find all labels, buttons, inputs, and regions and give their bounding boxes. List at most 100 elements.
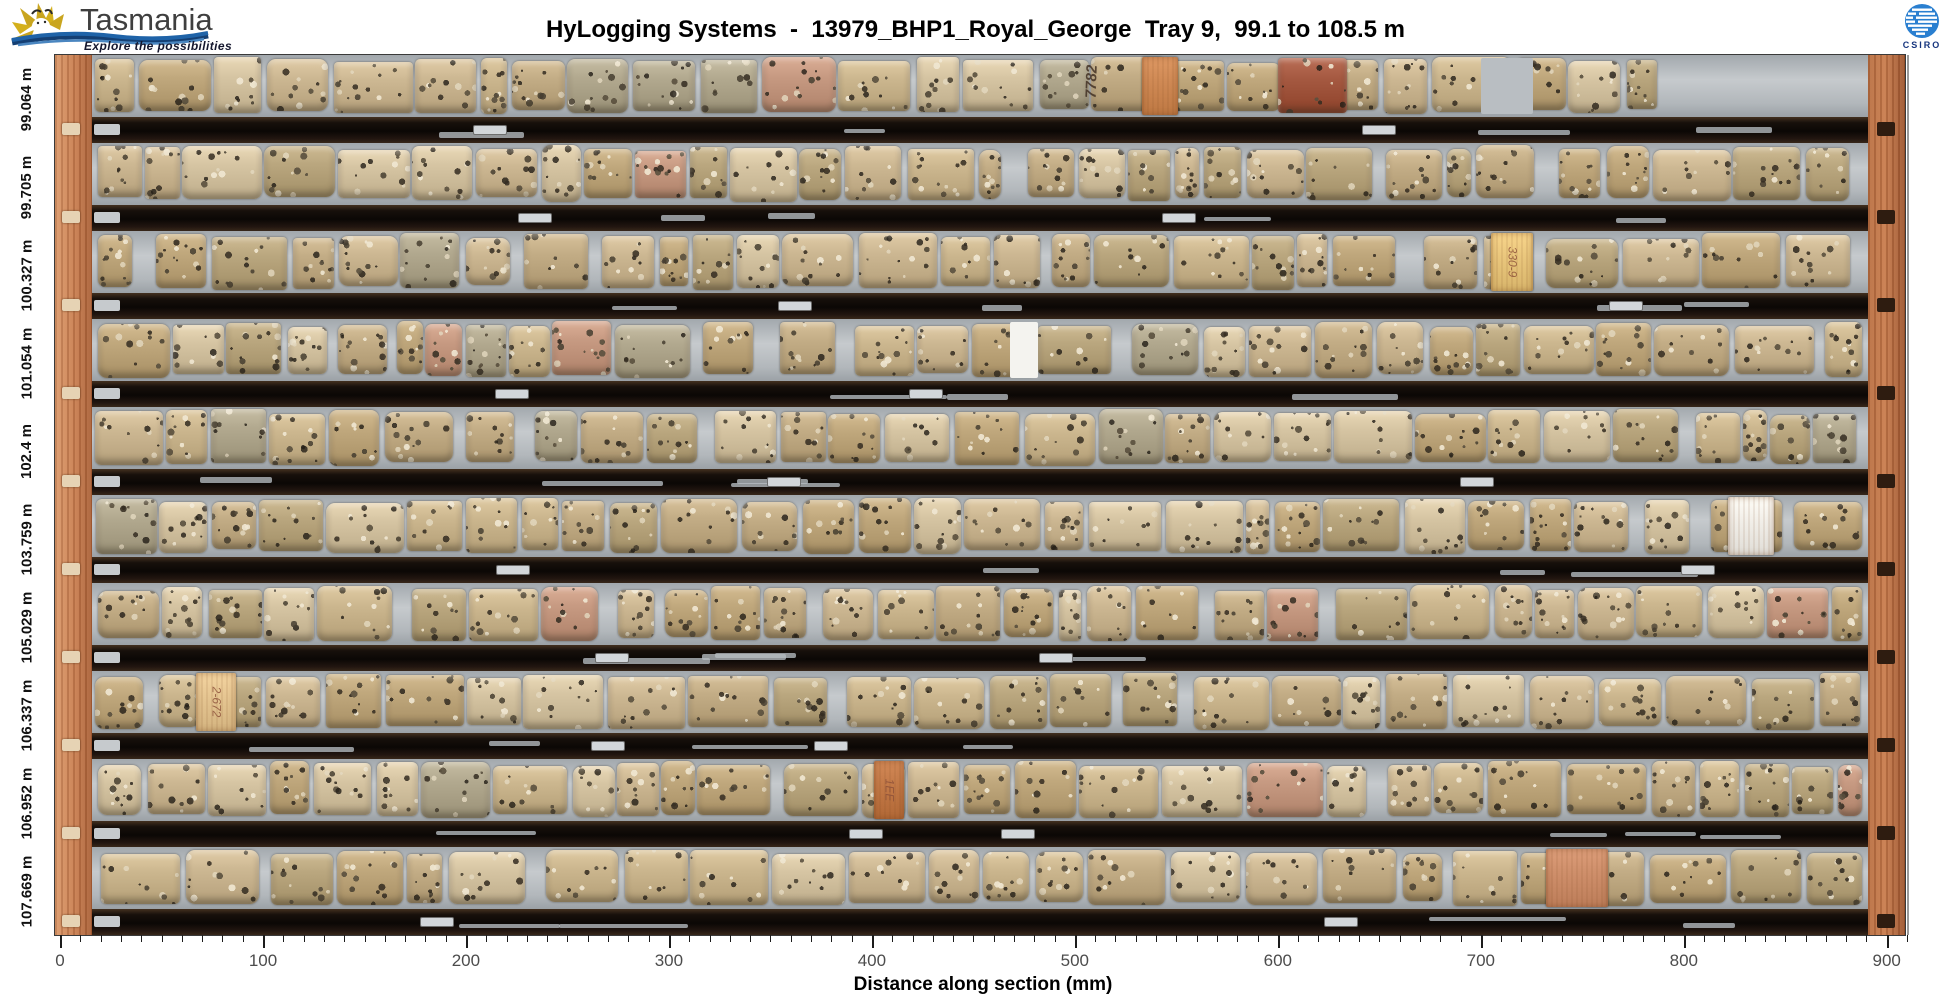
axis-tick [1785, 935, 1787, 942]
row-divider [92, 821, 1868, 847]
core-piece [268, 413, 325, 465]
core-piece [1623, 238, 1699, 288]
divider-highlight [612, 306, 677, 310]
core-piece [661, 498, 738, 553]
wood-notch-left [62, 123, 80, 135]
core-piece [334, 61, 413, 114]
divider-highlight [982, 305, 1022, 311]
axis-tick [263, 935, 265, 948]
core-piece [1335, 589, 1408, 640]
core-piece [764, 587, 806, 638]
axis-tick [1196, 935, 1198, 942]
core-piece [828, 413, 881, 464]
divider-highlight [1429, 917, 1566, 921]
core-piece [466, 237, 510, 286]
core-piece [916, 57, 959, 113]
core-channel: 7782 [92, 55, 1868, 117]
divider-highlight [830, 395, 947, 399]
axis-tick [1156, 935, 1157, 942]
core-piece [1568, 60, 1621, 113]
axis-tick [364, 935, 366, 942]
marker-handwriting: 7782 [1082, 64, 1101, 99]
wood-notch-right [1877, 562, 1895, 576]
core-piece [714, 411, 777, 463]
core-piece [551, 321, 612, 375]
core-piece [1530, 499, 1572, 552]
wood-notch-right [1877, 650, 1895, 664]
core-piece [741, 501, 798, 552]
core-piece [1751, 678, 1815, 730]
core-piece [524, 234, 588, 289]
axis-tick [445, 935, 447, 942]
core-piece [145, 146, 180, 199]
axis-tick [932, 935, 934, 942]
divider-left-clip [94, 740, 120, 751]
core-piece [1402, 854, 1443, 902]
marker-block [1545, 849, 1608, 907]
axis-tick [587, 935, 589, 942]
core-piece [846, 676, 912, 727]
divider-left-clip [94, 476, 120, 487]
core-piece [1247, 762, 1324, 818]
wood-notch-left [62, 651, 80, 663]
row-divider [92, 645, 1868, 671]
divider-left-clip [94, 828, 120, 839]
axis-tick [1338, 935, 1340, 942]
core-piece [147, 763, 206, 814]
axis-tick-label: 300 [654, 951, 684, 970]
divider-clip [1362, 125, 1396, 135]
wood-notch-right [1877, 826, 1895, 840]
core-piece [207, 764, 267, 816]
axis-tick [1257, 935, 1259, 942]
axis-tick [831, 935, 833, 942]
axis-tick [1298, 935, 1300, 942]
divider-highlight [844, 129, 885, 133]
divider-highlight [1550, 833, 1607, 837]
core-piece [1015, 761, 1076, 818]
core-piece [1574, 502, 1628, 552]
axis-tick [1541, 935, 1543, 942]
core-piece [1824, 322, 1862, 377]
divider-left-clip [94, 124, 120, 135]
core-piece [1786, 235, 1850, 287]
core-piece [523, 674, 604, 729]
depth-label-text: 102.4 m [18, 423, 36, 479]
wood-notch-left [62, 475, 80, 487]
depth-label-text: 107.669 m [18, 855, 36, 927]
core-piece [1831, 586, 1862, 641]
core-piece [1476, 145, 1534, 198]
core-piece [1246, 852, 1317, 905]
core-piece [1175, 147, 1199, 198]
core-piece [267, 59, 328, 111]
core-row [92, 319, 1868, 407]
core-piece [1543, 411, 1611, 462]
axis-tick [993, 935, 995, 942]
depth-label: 105.029 m [0, 583, 54, 671]
core-piece [1791, 766, 1833, 814]
core-piece [1314, 321, 1372, 378]
core-piece [845, 145, 902, 201]
divider-left-clip [94, 916, 120, 927]
core-piece [1322, 498, 1400, 551]
depth-label: 103.759 m [0, 495, 54, 583]
core-piece [885, 413, 949, 463]
axis-tick [222, 935, 224, 942]
axis-tick-label: 800 [1669, 951, 1698, 970]
divider-highlight [1696, 127, 1772, 133]
axis-tick [1602, 935, 1604, 942]
core-piece [1385, 149, 1442, 200]
core-piece [854, 325, 915, 377]
core-piece [420, 762, 490, 818]
core-row: 1EE [92, 759, 1868, 847]
core-piece [1487, 761, 1562, 818]
core-piece [1333, 236, 1396, 286]
core-piece [1122, 673, 1177, 727]
core-piece [1051, 233, 1090, 288]
core-piece [1559, 148, 1601, 199]
wood-notch-right [1877, 210, 1895, 224]
axis-tick [1318, 935, 1320, 942]
core-piece [210, 409, 266, 463]
core-channel [92, 319, 1868, 381]
wood-notch-left [62, 915, 80, 927]
